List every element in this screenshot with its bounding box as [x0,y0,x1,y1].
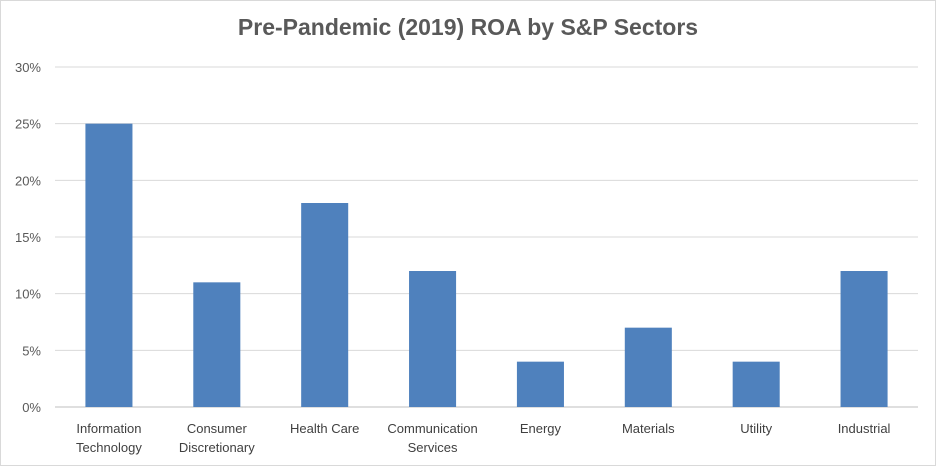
bar [193,282,241,407]
bar [840,271,888,407]
bar [732,361,780,407]
bar [409,271,457,407]
y-tick-label: 30% [15,60,41,75]
y-tick-label: 25% [15,117,41,132]
chart-title: Pre-Pandemic (2019) ROA by S&P Sectors [237,14,699,40]
x-tick-label: Consumer [187,421,248,436]
x-tick-label: Energy [520,421,562,436]
bar [301,203,349,407]
x-tick-label: Technology [76,440,142,455]
x-tick-label: Industrial [838,421,891,436]
x-tick-label: Information [76,421,141,436]
bar [516,361,564,407]
bar [85,123,133,408]
x-tick-label: Services [408,440,458,455]
bar [624,327,672,407]
x-tick-label: Discretionary [179,440,255,455]
y-tick-label: 5% [22,343,41,358]
y-tick-label: 0% [22,400,41,415]
x-tick-label: Materials [622,421,675,436]
x-tick-label: Health Care [290,421,359,436]
y-tick-label: 20% [15,173,41,188]
x-tick-label: Communication [387,421,477,436]
x-tick-label: Utility [740,421,772,436]
y-tick-label: 15% [15,230,41,245]
y-tick-label: 10% [15,287,41,302]
